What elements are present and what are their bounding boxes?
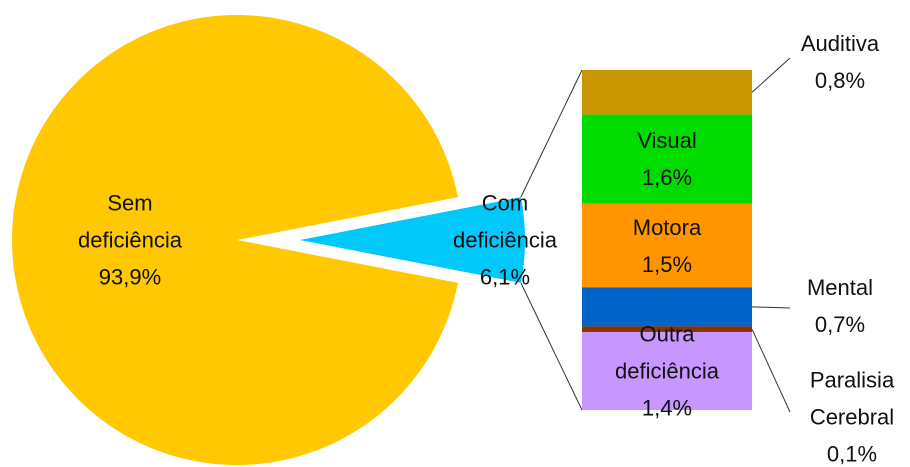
label-name: Paralisia Cerebral — [809, 367, 895, 430]
data-label: Auditiva 0,8% — [780, 25, 900, 99]
data-label: Motora 1,5% — [592, 209, 742, 283]
data-label: Visual 1,6% — [592, 122, 742, 196]
bar-segment — [582, 70, 752, 115]
bar-segment — [582, 114, 752, 204]
label-value: 93,9% — [98, 264, 162, 290]
bar-segment — [582, 326, 752, 332]
label-name: Mental — [806, 275, 874, 300]
data-label: Paralisia Cerebral 0,1% — [797, 362, 907, 467]
label-value: 0,8% — [814, 68, 866, 93]
data-label: Com deficiência 6,1% — [445, 185, 565, 296]
leader-line — [751, 328, 791, 413]
label-value: 1,4% — [641, 395, 693, 421]
bar-segment — [582, 287, 752, 327]
label-name: Sem deficiência — [78, 190, 182, 253]
label-value: 6,1% — [479, 264, 531, 290]
data-label: Outra deficiência 1,4% — [592, 315, 742, 426]
pie-slice — [12, 15, 458, 466]
connector-line — [520, 282, 583, 411]
connector-line — [520, 69, 583, 198]
label-name: Com deficiência — [453, 190, 557, 253]
label-name: Visual — [637, 128, 697, 154]
label-value: 1,6% — [641, 165, 693, 191]
data-label: Mental 0,7% — [780, 269, 900, 343]
label-value: 0,1% — [826, 441, 878, 467]
data-label: Sem deficiência 93,9% — [65, 185, 195, 296]
label-name: Auditiva — [800, 31, 880, 56]
leader-line — [751, 306, 791, 309]
label-name: Motora — [632, 214, 702, 240]
bar-segment — [582, 331, 752, 410]
bar-segment — [582, 203, 752, 288]
label-name: Outra deficiência — [615, 321, 719, 384]
label-value: 0,7% — [814, 312, 866, 337]
label-value: 1,5% — [641, 251, 693, 277]
leader-line — [751, 57, 791, 93]
pie-slice — [300, 197, 525, 283]
